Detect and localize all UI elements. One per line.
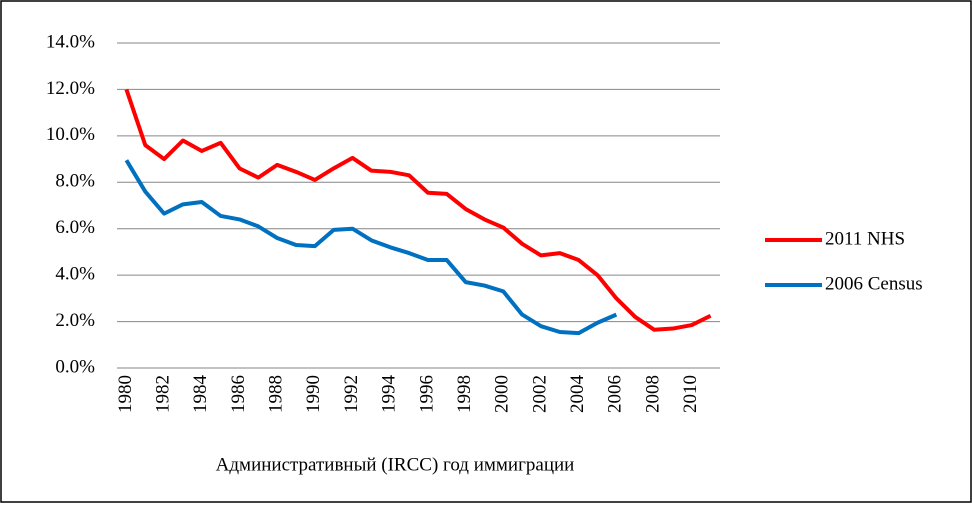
y-tick-label: 12.0%	[46, 78, 95, 99]
x-tick-label: 1986	[228, 375, 249, 413]
x-tick-label: 2004	[567, 375, 588, 414]
x-tick-label: 2008	[642, 375, 663, 413]
x-tick-label: 2006	[605, 375, 626, 413]
y-tick-label: 10.0%	[46, 124, 95, 145]
y-tick-label: 8.0%	[55, 171, 95, 192]
x-tick-label: 1988	[266, 375, 287, 413]
x-tick-label: 2010	[680, 375, 701, 413]
x-tick-label: 1992	[341, 375, 362, 413]
x-tick-label: 2002	[529, 375, 550, 413]
x-tick-label: 1994	[379, 375, 400, 414]
x-tick-label: 1980	[115, 375, 136, 413]
legend-label: 2006 Census	[825, 273, 923, 294]
x-axis-title: Административный (IRCC) год иммиграции	[216, 454, 575, 475]
x-tick-label: 1984	[190, 375, 211, 414]
line-series	[124, 88, 712, 332]
y-tick-label: 0.0%	[55, 356, 95, 377]
y-tick-label: 4.0%	[55, 264, 95, 285]
legend-label: 2011 NHS	[825, 228, 905, 249]
x-tick-label: 1990	[303, 375, 324, 413]
y-tick-label: 6.0%	[55, 217, 95, 238]
x-tick-label: 1996	[416, 375, 437, 413]
line-series	[124, 159, 618, 336]
y-tick-label: 14.0%	[46, 31, 95, 52]
x-tick-label: 1982	[152, 375, 173, 413]
x-tick-label: 1998	[454, 375, 475, 413]
x-tick-label: 2000	[492, 375, 513, 413]
y-tick-label: 2.0%	[55, 310, 95, 331]
